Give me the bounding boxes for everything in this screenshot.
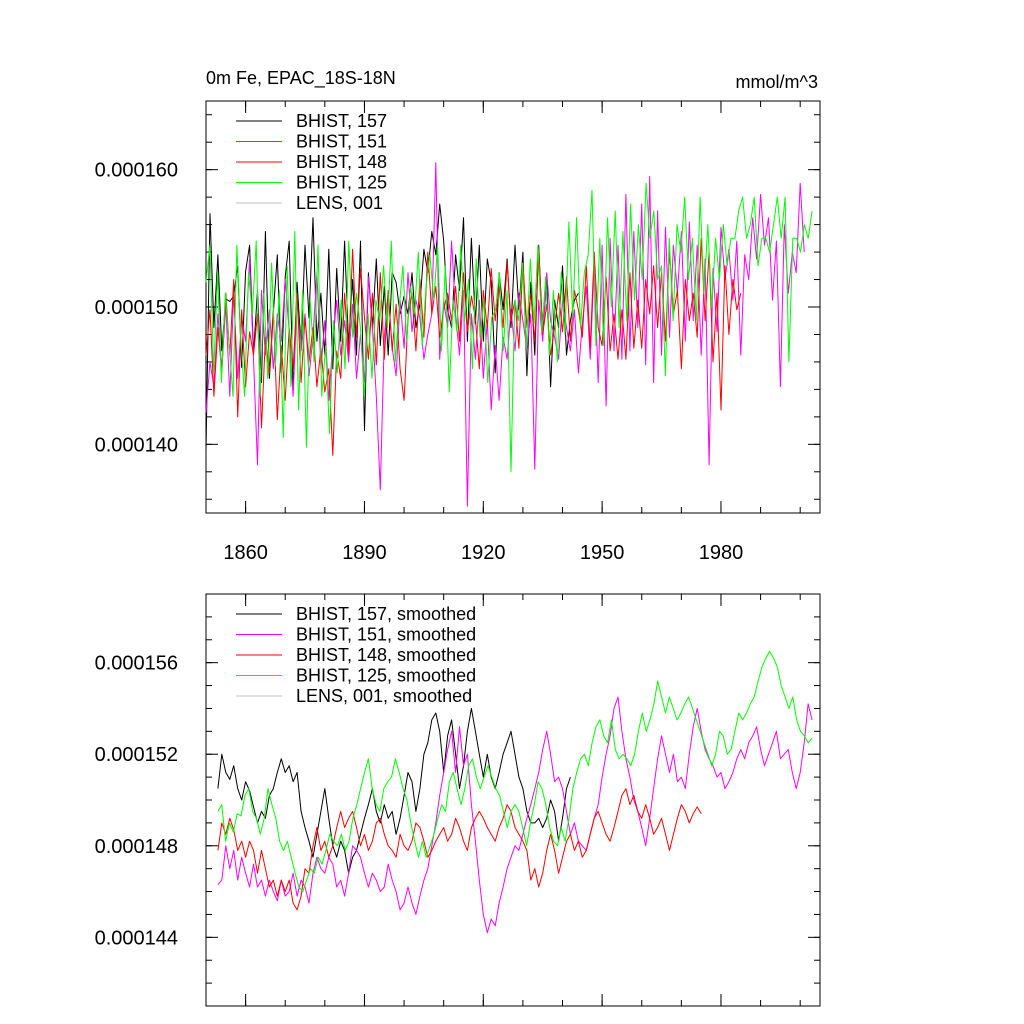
legend-label: BHIST, 125 bbox=[296, 173, 387, 193]
y-tick-label: 0.000140 bbox=[95, 434, 178, 456]
units-label: mmol/m^3 bbox=[736, 72, 818, 92]
x-tick-label: 1950 bbox=[580, 542, 625, 564]
legend-label: BHIST, 148 bbox=[296, 152, 387, 172]
series-line-bhist-125-smoothed bbox=[217, 650, 813, 893]
bottom-panel: 0.000144 0.000148 0.000152 0.000156 BHIST, … bbox=[95, 593, 821, 1007]
legend-label: BHIST, 151 bbox=[296, 132, 387, 152]
y-tick-label: 0.000144 bbox=[95, 927, 178, 949]
x-tick-label: 1890 bbox=[342, 542, 387, 564]
y-tick-label: 0.000160 bbox=[95, 160, 178, 182]
legend-label: BHIST, 157, smoothed bbox=[296, 604, 476, 624]
y-tick-label: 0.000156 bbox=[95, 653, 178, 675]
axis-ticks: 0.000144 0.000148 0.000152 0.000156 bbox=[95, 593, 820, 1006]
legend-label: LENS, 001, smoothed bbox=[296, 686, 472, 706]
legend-label: LENS, 001 bbox=[296, 193, 383, 213]
y-tick-label: 0.000148 bbox=[95, 836, 178, 858]
series-group bbox=[205, 162, 813, 507]
legend-label: BHIST, 148, smoothed bbox=[296, 645, 476, 665]
series-line-bhist-148 bbox=[205, 237, 742, 456]
top-panel: 0m Fe, EPAC_18S-18N mmol/m^3 1860 1890 192… bbox=[95, 68, 821, 564]
y-tick-label: 0.000152 bbox=[95, 744, 178, 766]
x-tick-label: 1920 bbox=[461, 542, 506, 564]
y-tick-label: 0.000150 bbox=[95, 297, 178, 319]
x-tick-label: 1860 bbox=[223, 542, 268, 564]
chart-title: 0m Fe, EPAC_18S-18N bbox=[206, 68, 396, 89]
legend-label: BHIST, 125, smoothed bbox=[296, 666, 476, 686]
series-line-bhist-151-smoothed bbox=[217, 696, 813, 934]
axis-ticks: 1860 1890 1920 1950 1980 0.000140 0.000150 0.00… bbox=[95, 101, 820, 564]
series-line-bhist-125 bbox=[205, 182, 813, 473]
legend-label: BHIST, 157 bbox=[296, 111, 387, 131]
series-line-bhist-148-smoothed bbox=[217, 788, 702, 911]
legend-label: BHIST, 151, smoothed bbox=[296, 625, 476, 645]
series-group bbox=[217, 650, 813, 934]
series-line-bhist-157-smoothed bbox=[217, 707, 571, 874]
x-tick-label: 1980 bbox=[699, 542, 744, 564]
